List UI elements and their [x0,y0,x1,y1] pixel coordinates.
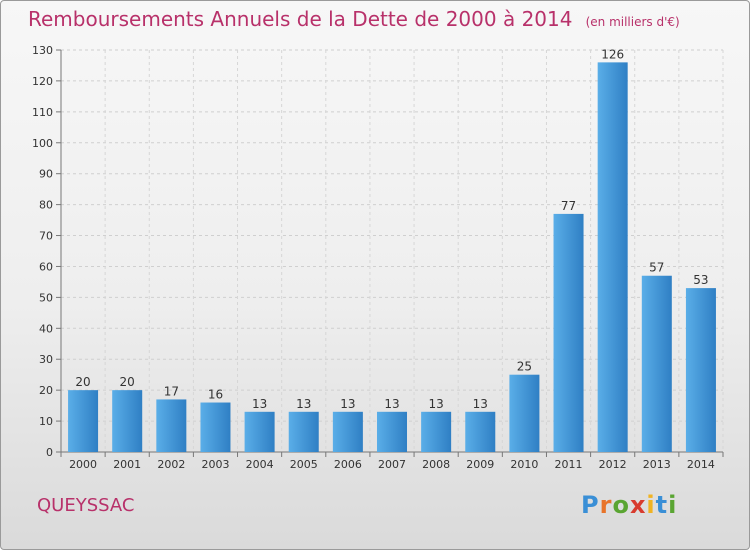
bar [68,390,99,452]
y-tick-label: 60 [39,260,53,273]
y-tick-label: 80 [39,199,53,212]
chart-title-row: Remboursements Annuels de la Dette de 20… [28,7,680,31]
logo-letter: t [655,491,669,519]
x-tick-label: 2001 [113,458,141,471]
bar [332,411,363,452]
x-tick-label: 2009 [466,458,494,471]
bar-value-label: 17 [164,384,179,398]
logo-letter: o [612,491,630,519]
bar-value-label: 13 [340,397,355,411]
bar-value-label: 20 [75,375,90,389]
bar-value-label: 13 [428,397,443,411]
y-tick-label: 120 [32,75,53,88]
y-tick-label: 70 [39,230,53,243]
bar-value-label: 57 [649,261,664,275]
y-tick-label: 110 [32,106,53,119]
bar [156,399,187,452]
place-name: QUEYSSAC [37,495,135,516]
logo-letter: i [668,491,678,519]
chart-unit-note: (en milliers d'€) [585,15,680,29]
y-tick-label: 90 [39,168,53,181]
bar [421,411,452,452]
x-tick-label: 2007 [378,458,406,471]
bar-value-label: 13 [384,397,399,411]
bar-chart: 0 10 20 30 40 50 60 70 80 90 100 110 120 130 2000 2001 2… [32,44,724,471]
x-tick-label: 2011 [555,458,583,471]
bar-value-label: 16 [208,388,223,402]
logo-letter: i [646,491,656,519]
label-layer: 20 20 17 16 13 13 13 13 13 13 25 77 126 57 53 [75,47,708,410]
bar [465,411,496,452]
bar [597,62,628,452]
bar [200,402,231,452]
x-tick-label: 2010 [510,458,538,471]
proxiti-logo: Proxiti [581,491,677,519]
bar-value-label: 13 [296,397,311,411]
logo-letter: x [629,491,647,519]
x-tick-label: 2005 [290,458,318,471]
x-tick-label: 2004 [246,458,274,471]
x-tick-label: 2000 [69,458,97,471]
bar [509,374,540,452]
y-tick-label: 40 [39,322,53,335]
bar [112,390,143,452]
bar [288,411,319,452]
bar [376,411,408,452]
y-tick-label: 0 [46,446,53,459]
bar-value-label: 13 [252,397,267,411]
bar-value-label: 126 [601,47,624,61]
bar [641,275,672,452]
y-tick-label: 20 [39,384,53,397]
x-tick-label: 2002 [157,458,185,471]
bar-value-label: 13 [473,397,488,411]
bar-value-label: 25 [517,360,532,374]
y-tick-label: 50 [39,291,53,304]
bar-value-label: 20 [120,375,135,389]
chart-title: Remboursements Annuels de la Dette de 20… [28,7,573,31]
logo-letter: P [581,491,600,519]
bar-value-label: 77 [561,199,576,213]
x-tick-label: 2008 [422,458,450,471]
x-tick-label: 2006 [334,458,362,471]
y-tick-label: 100 [32,137,53,150]
y-tick-label: 30 [39,353,53,366]
bar-value-label: 53 [693,273,708,287]
x-tick-label: 2003 [201,458,229,471]
bar-layer [68,62,716,452]
bar [553,213,584,452]
x-tick-label: 2013 [643,458,671,471]
logo-letter: r [599,491,613,519]
y-tick-label: 10 [39,415,53,428]
x-tick-label: 2012 [599,458,627,471]
y-tick-label: 130 [32,44,53,57]
bar [685,288,716,452]
bar [244,411,275,452]
x-tick-label: 2014 [687,458,715,471]
